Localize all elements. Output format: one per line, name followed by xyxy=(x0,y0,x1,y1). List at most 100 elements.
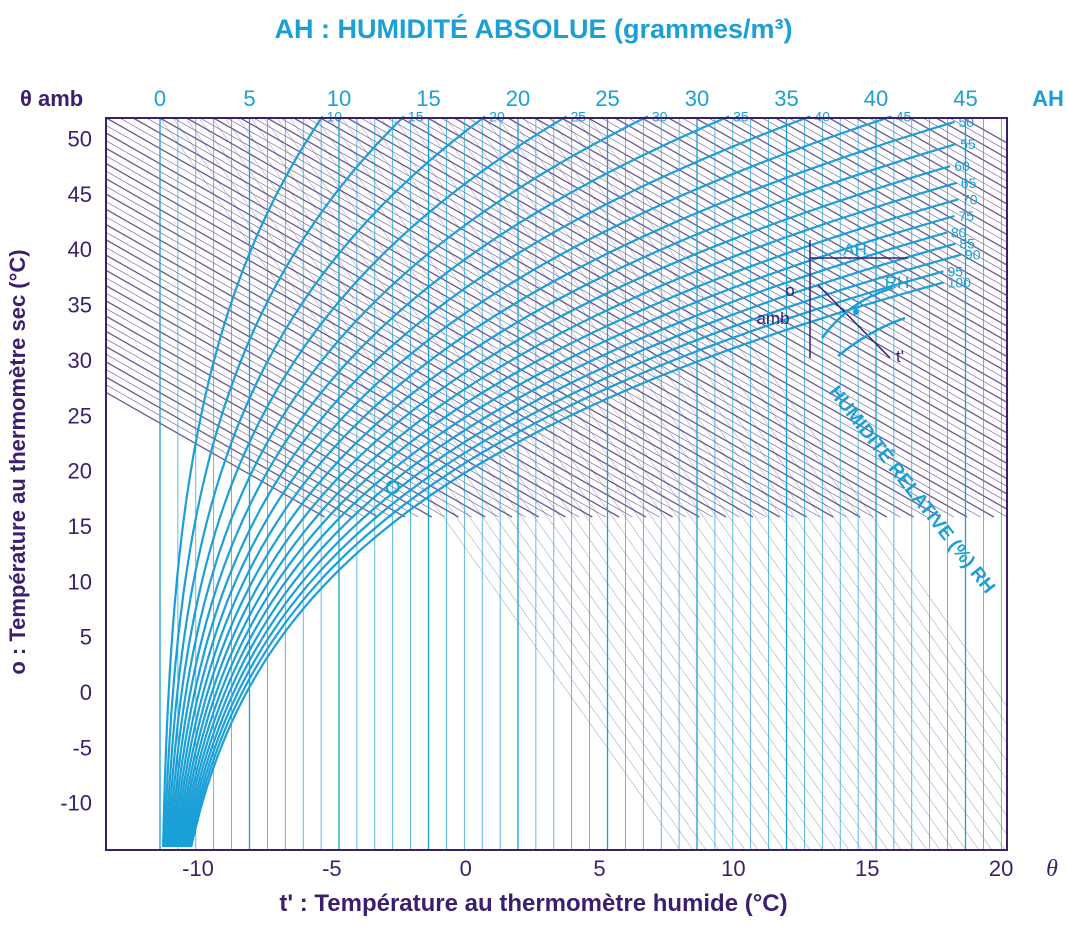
wet-bulb-line xyxy=(855,118,1007,205)
marker-point xyxy=(385,480,400,495)
wet-bulb-line xyxy=(548,118,1007,380)
rh-curve-label: 15 xyxy=(408,108,424,124)
top-tick-label: 15 xyxy=(416,86,440,111)
wet-bulb-line xyxy=(106,201,660,518)
rh-curve-label: 100 xyxy=(948,274,972,290)
wet-bulb-line xyxy=(106,247,580,518)
rh-curve xyxy=(168,115,649,848)
wet-bulb-line xyxy=(681,118,1007,304)
inset-point xyxy=(853,309,859,315)
bottom-axis-label: θ xyxy=(1046,856,1058,882)
bottom-tick-label: 5 xyxy=(593,856,605,881)
hatch-line xyxy=(224,118,746,850)
hatch-line xyxy=(393,118,915,850)
hatch-line xyxy=(328,118,850,850)
wet-bulb-line xyxy=(106,345,406,518)
wet-bulb-line xyxy=(106,193,673,518)
wet-bulb-line xyxy=(521,118,1007,396)
wet-bulb-line xyxy=(748,118,1007,266)
wet-bulb-line xyxy=(213,118,914,518)
wet-bulb-line xyxy=(106,118,807,518)
hatch-line xyxy=(510,118,1007,817)
wet-bulb-line xyxy=(896,118,1007,182)
wet-bulb-line xyxy=(815,118,1007,228)
wet-bulb-line xyxy=(628,118,1007,335)
bottom-tick-label: 15 xyxy=(855,856,879,881)
wet-bulb-line xyxy=(708,118,1007,289)
hatch-line xyxy=(198,118,720,850)
wet-bulb-line xyxy=(828,118,1007,221)
wet-bulb-line xyxy=(106,391,325,518)
wet-bulb-line xyxy=(387,118,1007,472)
wet-bulb-line xyxy=(414,118,1007,457)
wet-bulb-line xyxy=(106,147,754,518)
hatch-line xyxy=(471,118,993,850)
rh-curve xyxy=(179,181,958,848)
hatch-line xyxy=(523,118,1007,799)
wet-bulb-line xyxy=(106,162,727,518)
wet-bulb-line xyxy=(735,118,1007,274)
hatch-line xyxy=(432,118,954,850)
rh-curve xyxy=(190,281,944,848)
wet-bulb-line xyxy=(480,118,1007,419)
left-tick-label: 45 xyxy=(68,182,92,207)
inset-diag-line xyxy=(817,284,891,359)
rh-curve-label: 80 xyxy=(951,225,967,241)
hatch-line xyxy=(250,118,772,850)
wet-bulb-line xyxy=(106,125,794,518)
hatch-line xyxy=(445,118,967,850)
rh-curve xyxy=(171,115,811,848)
left-tick-label: 5 xyxy=(80,625,92,650)
wet-bulb-line xyxy=(106,178,700,518)
inset-rh-label: RH xyxy=(885,273,910,292)
rh-curve xyxy=(183,231,948,848)
wet-bulb-line xyxy=(320,118,1007,510)
inset-ah-label: AH xyxy=(843,240,867,259)
rh-curve xyxy=(176,142,957,848)
wet-bulb-line xyxy=(106,376,352,518)
wet-bulb-line xyxy=(106,170,713,518)
bottom-tick-label: -5 xyxy=(322,856,342,881)
rh-curve xyxy=(185,242,956,848)
hatch-line xyxy=(380,118,902,850)
left-tick-label: 50 xyxy=(68,127,92,152)
wet-bulb-line xyxy=(333,118,1007,502)
left-tick-label: 35 xyxy=(68,293,92,318)
wet-bulb-line xyxy=(132,118,834,518)
wet-bulb-line xyxy=(762,118,1007,258)
left-tick-label: 20 xyxy=(68,459,92,484)
wet-bulb-line xyxy=(842,118,1007,213)
hatch-line xyxy=(575,118,1007,726)
rh-curve-label: 55 xyxy=(960,136,976,152)
rh-curve xyxy=(166,115,568,848)
rh-curve-label: 90 xyxy=(965,247,981,263)
wet-bulb-line xyxy=(601,118,1007,350)
top-tick-label: 25 xyxy=(595,86,619,111)
rh-curve xyxy=(182,214,955,848)
x-axis-label: t' : Température au thermomètre humide (… xyxy=(279,890,788,917)
wet-bulb-lines xyxy=(106,118,1007,850)
wet-bulb-line xyxy=(106,140,767,518)
wet-bulb-line xyxy=(266,118,968,518)
wet-bulb-line xyxy=(494,118,1007,411)
hatch-line xyxy=(588,118,1007,707)
inset-rh-curve xyxy=(820,286,894,339)
top-tick-label: 45 xyxy=(953,86,977,111)
left-tick-label: 10 xyxy=(68,569,92,594)
left-axis-label: θ amb xyxy=(20,86,83,111)
wet-bulb-line xyxy=(106,338,419,518)
rh-curve-label: 30 xyxy=(652,108,668,124)
rh-curve-label: 95 xyxy=(947,263,963,279)
wet-bulb-line xyxy=(788,118,1007,243)
wet-bulb-line xyxy=(106,277,526,518)
wet-bulb-line xyxy=(106,384,339,518)
inset-wet-label: t' xyxy=(896,347,904,366)
rh-curve-label: 40 xyxy=(814,108,830,124)
wet-bulb-line xyxy=(882,118,1007,190)
rh-curve xyxy=(162,115,324,848)
hatch-line xyxy=(211,118,733,850)
rh-curve xyxy=(174,120,955,848)
left-tick-label: -10 xyxy=(60,791,92,816)
rh-curve xyxy=(163,115,405,848)
